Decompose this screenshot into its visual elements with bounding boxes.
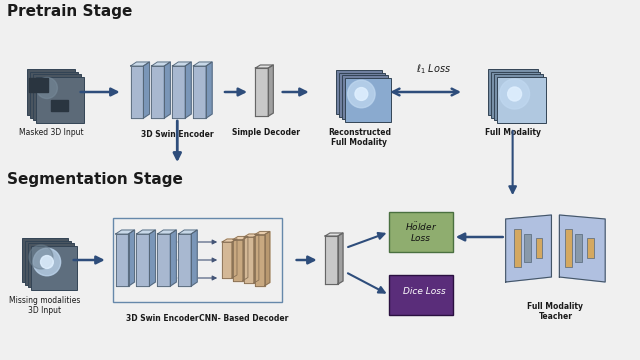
Polygon shape — [152, 66, 164, 118]
Bar — [536, 238, 543, 258]
Polygon shape — [131, 62, 149, 66]
Text: $H\ddot{o}lder$
Loss: $H\ddot{o}lder$ Loss — [405, 221, 437, 243]
Polygon shape — [559, 215, 605, 282]
Polygon shape — [255, 68, 268, 116]
Circle shape — [355, 87, 368, 100]
Polygon shape — [222, 242, 232, 278]
Bar — [113, 218, 282, 302]
Text: $\ell_1$ Loss: $\ell_1$ Loss — [417, 62, 452, 76]
Polygon shape — [232, 239, 237, 278]
Bar — [51, 99, 68, 111]
Bar — [27, 69, 75, 115]
Bar — [389, 275, 453, 315]
Polygon shape — [254, 234, 259, 283]
Bar — [514, 229, 520, 267]
Bar — [588, 238, 594, 258]
Polygon shape — [338, 233, 343, 284]
Text: Reconstructed
Full Modality: Reconstructed Full Modality — [328, 128, 391, 147]
Polygon shape — [179, 230, 197, 234]
Bar — [25, 240, 71, 284]
Polygon shape — [170, 230, 176, 286]
Polygon shape — [325, 236, 338, 284]
Bar — [565, 229, 572, 267]
Polygon shape — [222, 239, 237, 242]
Polygon shape — [143, 62, 149, 118]
Bar — [488, 69, 538, 115]
Polygon shape — [233, 239, 243, 280]
Circle shape — [33, 248, 61, 276]
Bar — [524, 234, 531, 262]
Bar — [491, 72, 541, 117]
Polygon shape — [255, 65, 273, 68]
Polygon shape — [185, 62, 191, 118]
Bar — [36, 77, 84, 122]
Text: Full Modality: Full Modality — [484, 128, 541, 137]
Text: 3D Swin Encoder: 3D Swin Encoder — [126, 314, 198, 323]
Circle shape — [36, 77, 58, 99]
Circle shape — [500, 79, 529, 109]
Text: Missing modalities
3D Input: Missing modalities 3D Input — [9, 296, 81, 315]
Polygon shape — [131, 66, 143, 118]
Polygon shape — [206, 62, 212, 118]
Polygon shape — [152, 62, 170, 66]
Bar — [29, 78, 48, 92]
Bar — [22, 238, 68, 282]
Polygon shape — [255, 231, 270, 234]
Polygon shape — [149, 230, 156, 286]
Circle shape — [29, 245, 53, 269]
Polygon shape — [268, 65, 273, 116]
Polygon shape — [172, 66, 185, 118]
Polygon shape — [172, 62, 191, 66]
Circle shape — [40, 256, 53, 269]
Polygon shape — [191, 230, 197, 286]
Bar — [339, 72, 385, 117]
Text: Pretrain Stage: Pretrain Stage — [7, 4, 132, 19]
Bar — [389, 212, 453, 252]
Polygon shape — [233, 237, 248, 239]
Bar — [342, 75, 388, 119]
Polygon shape — [506, 215, 552, 282]
Bar — [497, 77, 547, 122]
Text: Full Modality
Teacher: Full Modality Teacher — [527, 302, 584, 321]
Polygon shape — [116, 234, 129, 286]
Polygon shape — [244, 234, 259, 237]
Bar — [493, 74, 543, 120]
Circle shape — [508, 87, 522, 101]
Polygon shape — [244, 237, 254, 283]
Text: Simple Decoder: Simple Decoder — [232, 128, 300, 137]
Polygon shape — [136, 230, 156, 234]
Polygon shape — [157, 230, 176, 234]
Bar — [33, 74, 81, 120]
Polygon shape — [243, 237, 248, 280]
Polygon shape — [325, 233, 343, 236]
Bar — [337, 70, 382, 114]
Text: CNN- Based Decoder: CNN- Based Decoder — [199, 314, 289, 323]
Polygon shape — [129, 230, 134, 286]
Text: 3D Swin Encoder: 3D Swin Encoder — [141, 130, 214, 139]
Polygon shape — [255, 234, 265, 285]
Polygon shape — [193, 62, 212, 66]
Polygon shape — [116, 230, 134, 234]
Polygon shape — [157, 234, 170, 286]
Polygon shape — [179, 234, 191, 286]
Bar — [575, 234, 582, 262]
Bar — [30, 72, 78, 117]
Polygon shape — [164, 62, 170, 118]
Text: Dice Loss: Dice Loss — [403, 288, 445, 297]
Bar — [346, 77, 391, 122]
Text: Segmentation Stage: Segmentation Stage — [7, 172, 183, 187]
Polygon shape — [265, 231, 270, 285]
Polygon shape — [136, 234, 149, 286]
Circle shape — [348, 80, 375, 108]
Polygon shape — [193, 66, 206, 118]
Text: Masked 3D Input: Masked 3D Input — [19, 128, 83, 137]
Bar — [28, 243, 74, 287]
Bar — [31, 246, 77, 289]
